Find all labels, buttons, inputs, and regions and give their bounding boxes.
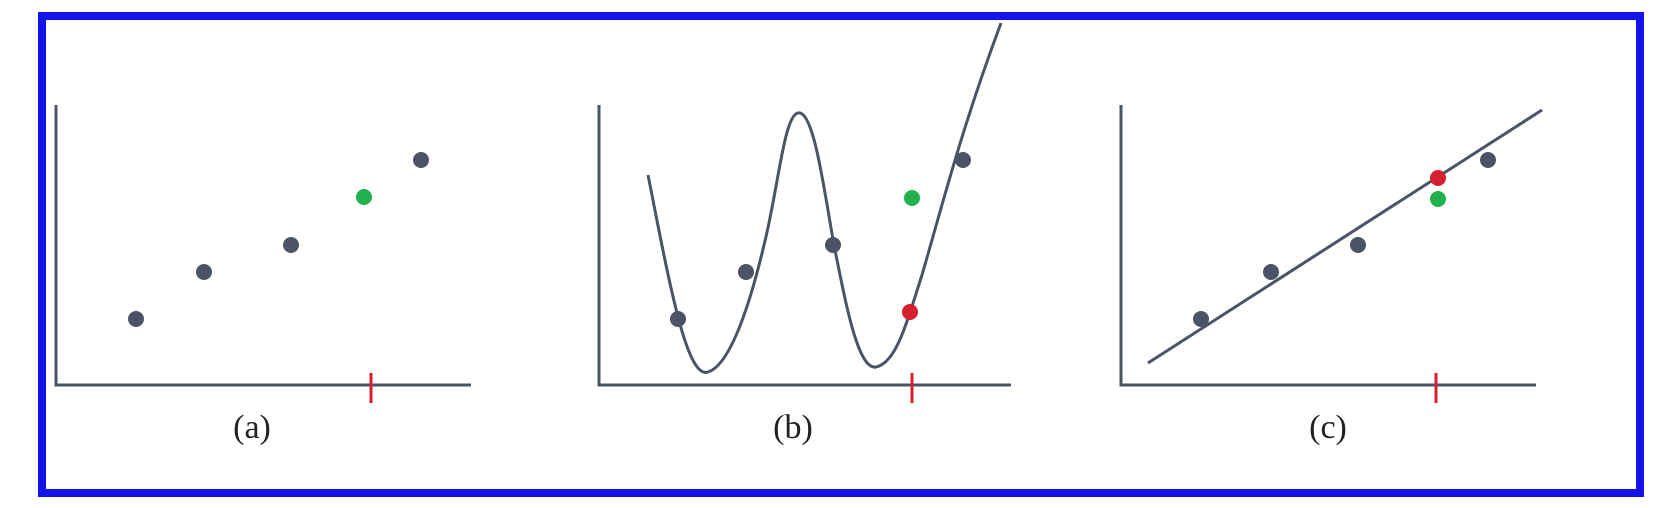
- panel-a-point-2: [196, 264, 212, 280]
- panel-c-true-value-point: [1430, 191, 1446, 207]
- panel-a-point-1: [128, 311, 144, 327]
- figure-frame: (a) (b) (c): [38, 12, 1644, 497]
- panel-b: (b): [597, 22, 1011, 446]
- panel-a-caption: (a): [233, 409, 271, 446]
- panel-c-axes: [1119, 105, 1536, 387]
- panel-a-point-4: [413, 152, 429, 168]
- panel-c-point-4: [1480, 152, 1496, 168]
- panel-c-point-3: [1350, 237, 1366, 253]
- panel-c-prediction-point: [1430, 170, 1446, 186]
- panel-c: (c): [1119, 105, 1543, 446]
- panel-a: (a): [54, 105, 471, 446]
- figure-canvas: (a) (b) (c): [54, 22, 1543, 446]
- panel-b-point-1: [670, 311, 686, 327]
- panel-c-point-2: [1263, 264, 1279, 280]
- panel-b-point-2: [738, 264, 754, 280]
- panel-a-axes: [54, 105, 471, 387]
- panel-c-caption: (c): [1309, 409, 1347, 446]
- panel-b-true-value-point: [904, 190, 920, 206]
- panel-b-point-4: [955, 152, 971, 168]
- panel-b-fitted-curve: [646, 22, 1003, 374]
- panel-c-point-1: [1193, 311, 1209, 327]
- panel-b-axes: [597, 105, 1011, 387]
- panel-a-point-3: [283, 237, 299, 253]
- panel-a-true-value-point: [356, 189, 372, 205]
- panel-c-fitted-line: [1147, 108, 1543, 365]
- panel-b-prediction-point: [902, 304, 918, 320]
- panel-b-caption: (b): [773, 409, 813, 446]
- panel-b-point-3: [825, 237, 841, 253]
